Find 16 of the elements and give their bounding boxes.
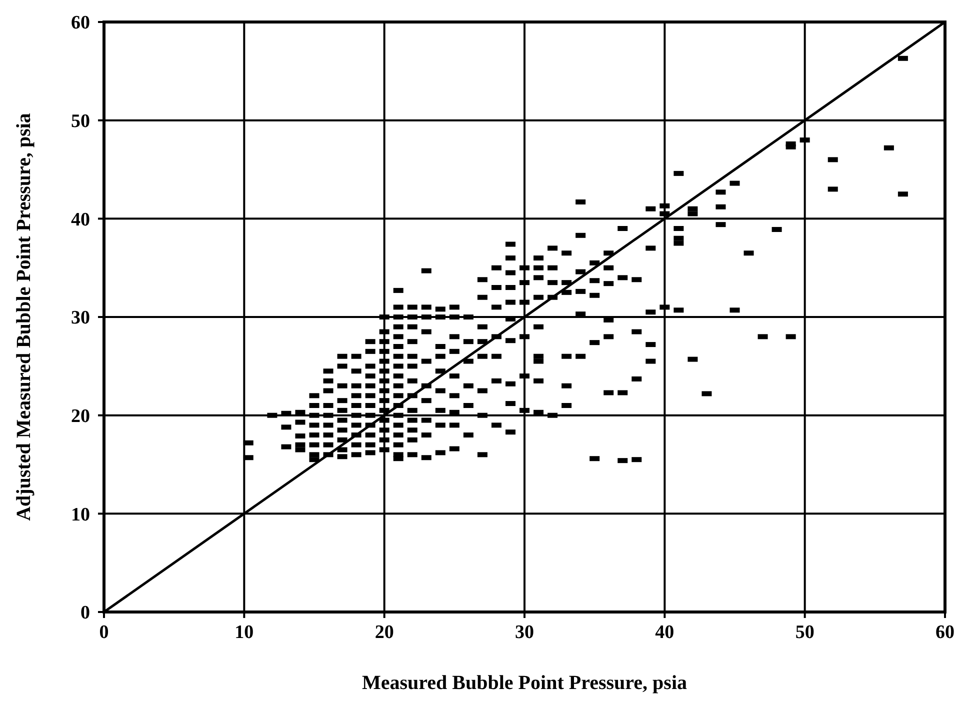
x-tick-label: 10 (234, 622, 254, 643)
y-axis-title: Adjusted Measured Bubble Point Pressure, psia (13, 113, 35, 521)
x-tick-label: 20 (374, 622, 394, 643)
x-axis-title: Measured Bubble Point Pressure, psia (362, 672, 688, 694)
x-tick-label: 60 (936, 622, 954, 643)
y-tick-label: 30 (71, 308, 90, 329)
x-tick-label: 40 (655, 622, 674, 643)
y-tick-label: 10 (71, 504, 90, 526)
y-tick-label: 50 (71, 110, 90, 132)
y-tick-label: 20 (71, 406, 90, 427)
y-tick-label: 40 (71, 209, 90, 230)
y-tick-label: 60 (71, 12, 90, 34)
x-tick-label: 50 (795, 622, 814, 643)
x-tick-label: 30 (515, 622, 534, 643)
y-tick-label: 0 (80, 602, 90, 624)
x-tick-label: 0 (99, 622, 109, 643)
